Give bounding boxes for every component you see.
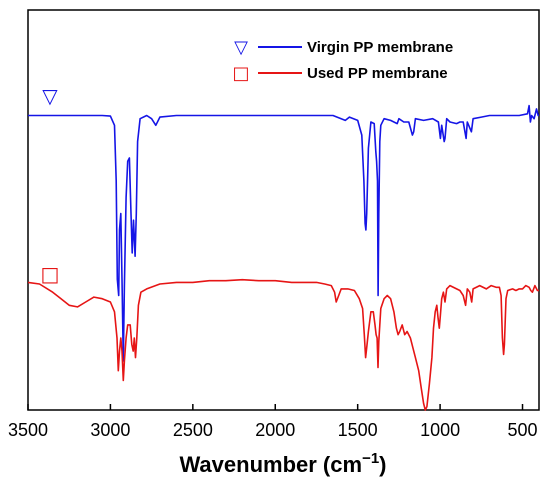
series-line-0 [28, 104, 539, 362]
legend-marker-0: ▽ [234, 37, 248, 58]
series-line-1 [27, 278, 539, 411]
x-tick-label: 1000 [420, 420, 460, 440]
series-layer [27, 104, 539, 411]
x-tick-label: 3500 [8, 420, 48, 440]
series-marker-0: ▽ [42, 84, 58, 108]
x-tick-label: 2500 [173, 420, 213, 440]
x-tick-label: 1500 [338, 420, 378, 440]
legend-marker-1: □ [232, 63, 249, 84]
x-axis-title: Wavenumber (cm−1) [179, 450, 386, 477]
plot-frame [27, 9, 540, 411]
x-axis-ticks: 3500 3000 2500 2000 1500 1000 500 [8, 404, 538, 440]
x-tick-label: 3000 [90, 420, 130, 440]
series-markers: ▽□ [41, 84, 60, 286]
legend-label-0: Virgin PP membrane [307, 39, 453, 56]
x-tick-label: 500 [507, 420, 537, 440]
legend: ▽ Virgin PP membrane □ Used PP membrane [232, 37, 453, 84]
x-tick-label: 2000 [255, 420, 295, 440]
series-marker-1: □ [41, 262, 60, 286]
legend-label-1: Used PP membrane [307, 65, 448, 82]
